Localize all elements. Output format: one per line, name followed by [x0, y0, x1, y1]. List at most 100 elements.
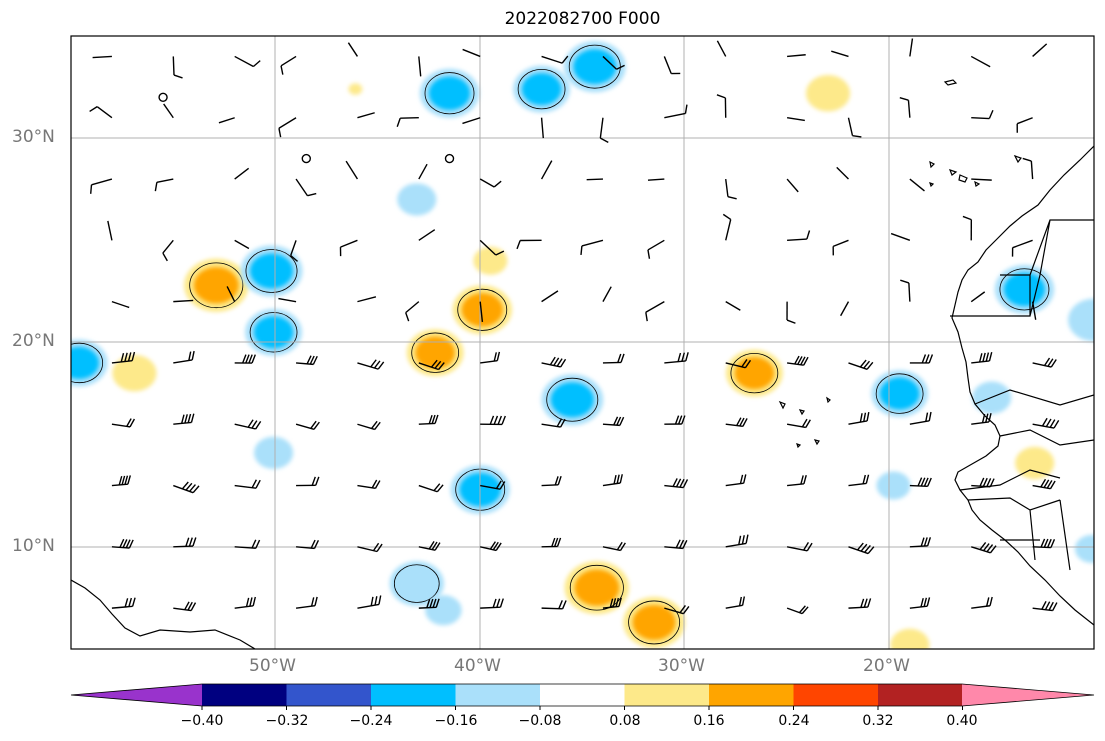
wind-barb: [173, 601, 197, 612]
wind-barb: [418, 598, 440, 609]
wind-barb: [832, 239, 849, 256]
wind-barb: [92, 55, 112, 59]
wind-barb: [418, 359, 445, 371]
wind-barb: [645, 301, 665, 322]
wind-barb: [725, 301, 741, 311]
wind-barb: [541, 290, 559, 303]
wind-barb: [971, 477, 995, 488]
lat-label-10n: 10°N: [12, 536, 55, 556]
wind-barb: [111, 418, 136, 428]
wind-barb: [722, 213, 732, 241]
wind-barb: [962, 215, 973, 241]
wind-barb: [296, 476, 320, 487]
wind-barb: [173, 481, 200, 494]
wind-barb: [664, 478, 689, 489]
wind-barb: [1032, 478, 1056, 490]
wind-barb: [909, 411, 932, 425]
wind-barb: [218, 117, 235, 124]
wind-barb: [847, 117, 862, 138]
wind-barb: [295, 596, 318, 609]
wind-barb: [909, 477, 932, 487]
lat-label-20n: 20°N: [12, 331, 55, 351]
wind-barb: [1032, 357, 1057, 368]
wind-barb: [580, 239, 604, 255]
anomaly-blob: [71, 339, 108, 387]
lat-label-30n: 30°N: [12, 127, 55, 147]
wind-barb: [541, 475, 562, 487]
anomaly-blob: [564, 561, 630, 615]
wind-barb: [357, 542, 383, 553]
wind-barb: [357, 479, 381, 490]
colorbar-tick: −0.32: [265, 713, 309, 729]
wind-barb: [890, 232, 911, 241]
wind-barb: [664, 415, 686, 425]
lon-label-50w: 50°W: [249, 656, 296, 676]
wind-barb: [173, 413, 195, 425]
anomaly-blob: [112, 354, 157, 392]
wind-barb: [602, 286, 612, 302]
wind-barb: [664, 104, 688, 119]
calm-circle-icon: [301, 153, 311, 164]
wind-barb: [480, 480, 506, 490]
wind-barb: [725, 596, 746, 609]
wind-barb: [479, 239, 505, 256]
anomaly-blob: [1015, 446, 1055, 480]
colorbar-segment: [286, 684, 371, 706]
wind-barb: [163, 103, 174, 119]
anomaly-blob: [890, 628, 930, 649]
anomaly-blob: [397, 183, 437, 216]
wind-barb: [357, 112, 375, 119]
anomaly-blob: [876, 471, 911, 500]
colorbar-tick: 0.40: [946, 713, 978, 729]
anomaly-blob: [389, 561, 444, 607]
plot-frame: [70, 35, 1095, 650]
wind-barb: [541, 356, 567, 368]
wind-barbs: [89, 38, 1060, 615]
colorbar-segment: [455, 684, 540, 706]
wind-barb: [602, 474, 623, 487]
colorbar-segment: [540, 684, 625, 706]
wind-barb: [836, 166, 849, 180]
wind-barb: [280, 55, 297, 75]
wind-barb: [971, 109, 994, 120]
wind-barb: [462, 48, 481, 58]
wind-barb: [848, 542, 875, 555]
wind-barb: [663, 56, 681, 75]
colorbar-segment: [878, 684, 963, 706]
wind-barb: [479, 301, 484, 323]
wind-barb: [970, 291, 986, 303]
wind-barb: [173, 350, 195, 364]
wind-barb: [848, 598, 872, 609]
wind-barb: [787, 54, 806, 58]
wind-barb: [602, 416, 625, 427]
anomaly-shading: [71, 41, 1094, 649]
wind-barb: [971, 178, 992, 181]
wind-barb: [1032, 417, 1060, 429]
anomaly-blob: [805, 74, 851, 112]
wind-barb: [162, 239, 174, 262]
wind-barb: [418, 56, 422, 77]
wind-barb: [111, 597, 136, 609]
colorbar-segment: [709, 684, 794, 706]
wind-barb: [786, 178, 799, 193]
wind-barb: [909, 178, 925, 192]
wind-barb: [295, 420, 320, 431]
map-title: 2022082700 F000: [504, 9, 661, 29]
wind-barb: [111, 475, 131, 487]
wind-barb: [234, 479, 261, 489]
wind-barb: [602, 353, 625, 364]
wind-barb: [278, 117, 297, 138]
wind-barb: [786, 605, 809, 615]
wind-barb: [172, 56, 183, 79]
wind-barb: [479, 178, 502, 188]
wind-barb: [278, 297, 297, 303]
wind-barb: [725, 417, 748, 428]
colorbar-tick: −0.24: [349, 713, 393, 729]
wind-barb: [586, 178, 603, 181]
wind-barb: [296, 355, 318, 366]
wind-barb: [418, 163, 428, 180]
colorbar-segment: [371, 684, 456, 706]
wind-barb: [295, 178, 317, 197]
anomaly-blob: [419, 68, 480, 118]
